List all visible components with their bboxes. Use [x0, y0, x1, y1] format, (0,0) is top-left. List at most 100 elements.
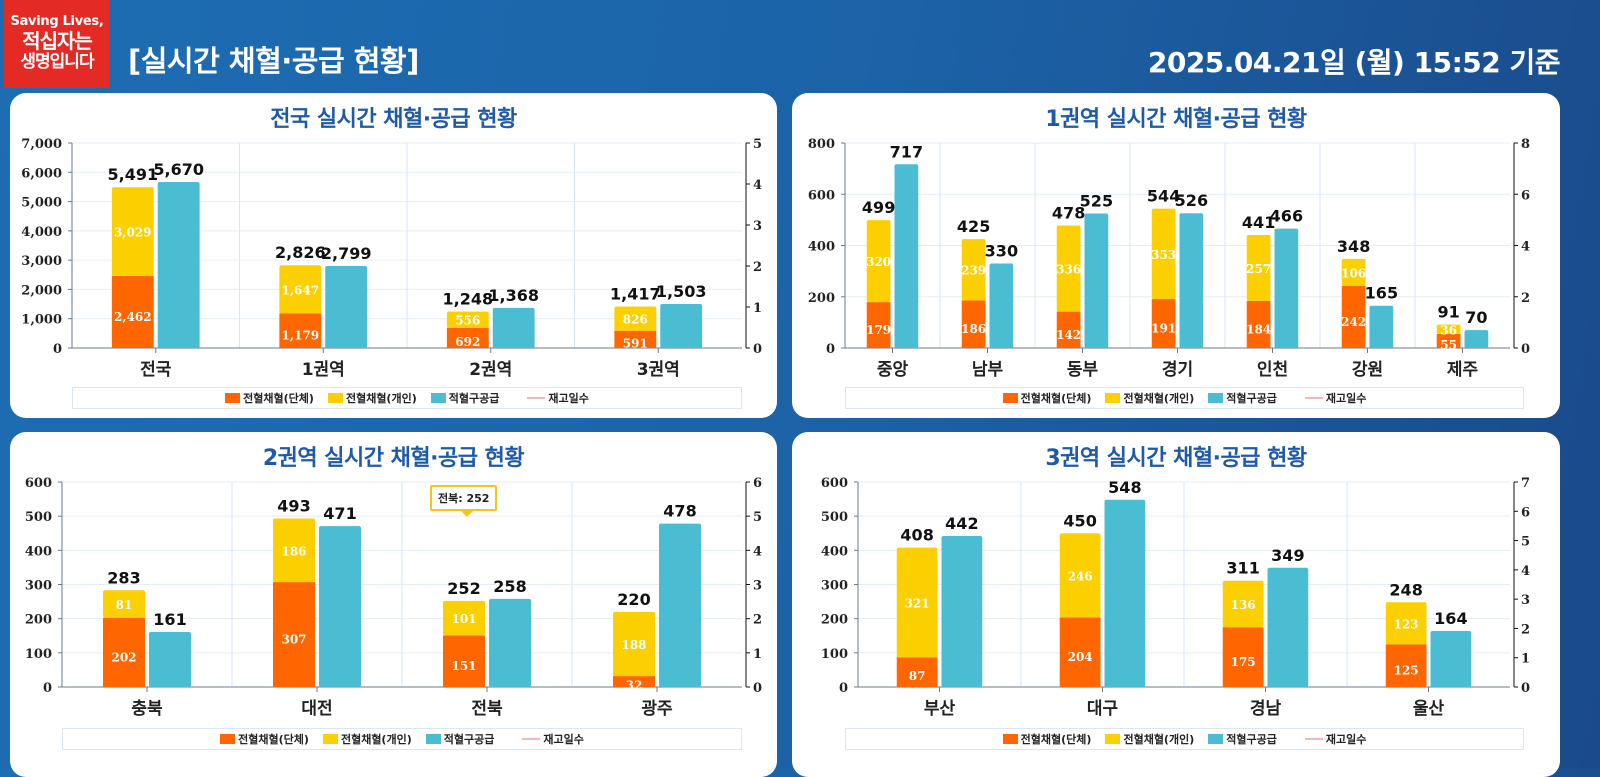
- data-label-individual: 101: [451, 612, 476, 626]
- bar-individual: [1385, 602, 1427, 645]
- data-label-supply: 548: [1108, 478, 1141, 497]
- data-label-supply: 466: [1270, 207, 1303, 226]
- bar-supply: [149, 631, 191, 687]
- data-label-individual: 257: [1246, 262, 1271, 276]
- legend-item-individual[interactable]: 전혈채혈(개인): [1105, 390, 1194, 406]
- data-label-total: 91: [1437, 303, 1459, 322]
- legend-item-supply[interactable]: 적혈구공급: [1208, 731, 1277, 747]
- data-label-group: 204: [1068, 650, 1093, 664]
- y-tick-label: 6,000: [21, 166, 62, 181]
- y2-tick-label: 5: [753, 510, 762, 525]
- bar-group: [103, 617, 145, 687]
- y2-tick-label: 1: [753, 647, 762, 662]
- data-label-group: 242: [1341, 315, 1366, 329]
- data-label-supply: 161: [153, 610, 186, 629]
- y2-tick-label: 2: [753, 260, 762, 275]
- y2-tick-label: 4: [1521, 240, 1530, 255]
- y-tick-label: 3,000: [21, 254, 62, 269]
- y-tick-label: 200: [821, 613, 848, 628]
- bar-group: [896, 657, 938, 687]
- bar-individual: [1246, 234, 1271, 301]
- bar-individual: [1341, 258, 1366, 286]
- y-tick-label: 500: [821, 510, 848, 525]
- legend-item-supply[interactable]: 적혈구공급: [430, 390, 499, 406]
- data-label-supply: 478: [663, 502, 696, 521]
- legend-swatch-individual: [1105, 734, 1121, 744]
- legend-swatch-group: [1002, 393, 1018, 403]
- bar-individual: [896, 547, 938, 658]
- chart-legend: 전혈채혈(단체) 전혈채혈(개인) 적혈구공급 재고일수: [845, 728, 1524, 750]
- data-label-group: 151: [451, 659, 476, 673]
- legend-item-supply[interactable]: 적혈구공급: [425, 731, 494, 747]
- x-category-label: 충북: [131, 699, 163, 719]
- data-label-supply: 5,670: [153, 160, 204, 179]
- legend-item-group[interactable]: 전혈채혈(단체): [225, 390, 314, 406]
- legend-item-stock-days[interactable]: 재고일수: [508, 731, 584, 747]
- tooltip: 전북: 252: [430, 485, 498, 517]
- legend-item-individual[interactable]: 전혈채혈(개인): [322, 731, 412, 747]
- x-category-label: 1권역: [302, 360, 345, 380]
- data-label-individual: 123: [1394, 617, 1419, 631]
- bar-group: [614, 330, 657, 348]
- data-label-total: 2,826: [275, 243, 326, 262]
- chart-legend: 전혈채혈(단체) 전혈채혈(개인) 적혈구공급 재고일수: [62, 728, 742, 750]
- data-label-supply: 1,503: [656, 282, 707, 301]
- data-label-total: 5,491: [108, 165, 159, 184]
- data-label-group: 175: [1231, 655, 1256, 669]
- panel-region2: 2권역 실시간 채혈·공급 현황 0 100 200 300 400 500 600 0 1 2 3…: [10, 432, 777, 777]
- x-category-label: 제주: [1447, 360, 1479, 380]
- legend-label: 전혈채혈(단체): [1020, 392, 1092, 405]
- data-label-total: 283: [107, 568, 140, 587]
- legend-line-stock-days: [1304, 738, 1323, 740]
- legend-item-group[interactable]: 전혈채혈(단체): [220, 731, 309, 747]
- legend-item-group[interactable]: 전혈채혈(단체): [1002, 731, 1092, 747]
- data-label-supply: 526: [1175, 191, 1208, 210]
- y2-tick-label: 6: [1521, 505, 1530, 520]
- page-title: [실시간 채혈·공급 현황]: [128, 44, 419, 78]
- bar-individual: [446, 311, 489, 328]
- panel-region3: 3권역 실시간 채혈·공급 현황 0 100 200 300 400 500 600 0 1 2 3…: [792, 432, 1560, 777]
- legend-label: 적혈구공급: [1226, 733, 1277, 746]
- legend-label: 전혈채혈(단체): [243, 392, 314, 405]
- data-label-supply: 349: [1271, 546, 1304, 565]
- data-label-total: 544: [1147, 187, 1180, 206]
- data-label-supply: 165: [1365, 284, 1398, 303]
- legend-item-individual[interactable]: 전혈채혈(개인): [1105, 731, 1194, 747]
- legend-item-supply[interactable]: 적혈구공급: [1208, 390, 1277, 406]
- legend-item-stock-days[interactable]: 재고일수: [1291, 390, 1366, 406]
- bar-individual: [866, 220, 891, 303]
- data-label-individual: 186: [281, 544, 306, 558]
- y-tick-label: 100: [821, 647, 848, 662]
- legend-label: 재고일수: [1325, 392, 1367, 405]
- bar-individual: [1436, 324, 1461, 334]
- logo-slogan-ko-1: 적십자는: [22, 29, 93, 54]
- bar-group: [1056, 311, 1081, 348]
- legend-label: 전혈채혈(개인): [1123, 392, 1195, 405]
- data-label-total: 499: [862, 198, 895, 217]
- data-label-group: 179: [866, 323, 891, 337]
- y-tick-label: 300: [821, 579, 848, 594]
- legend-swatch-supply: [1208, 393, 1224, 403]
- bar-supply: [1084, 213, 1109, 348]
- y2-tick-label: 1: [1521, 652, 1530, 667]
- bar-supply: [659, 523, 701, 687]
- legend-label: 전혈채혈(개인): [340, 733, 412, 746]
- y2-tick-label: 0: [753, 681, 762, 696]
- chart-region1: 0 200 400 600 800 0 2 4 6 8 179 320 499 717 중앙 186 239 42…: [808, 137, 1530, 380]
- data-label-total: 220: [617, 590, 650, 609]
- bar-individual: [273, 518, 315, 583]
- legend-item-group[interactable]: 전혈채혈(단체): [1002, 390, 1092, 406]
- legend-item-stock-days[interactable]: 재고일수: [513, 390, 589, 406]
- bar-group: [1341, 285, 1366, 348]
- legend-item-individual[interactable]: 전혈채혈(개인): [327, 390, 417, 406]
- data-label-total: 408: [900, 526, 933, 545]
- data-label-total: 1,248: [443, 289, 494, 308]
- panel-national: 전국 실시간 채혈·공급 현황 0 1,000 2,000 3,000 4,000 5,0…: [10, 93, 777, 418]
- bar-group: [446, 327, 489, 348]
- legend-item-stock-days[interactable]: 재고일수: [1291, 731, 1366, 747]
- x-category-label: 경기: [1162, 360, 1193, 380]
- legend-label: 전혈채혈(단체): [1020, 733, 1092, 746]
- legend-label: 재고일수: [1325, 733, 1367, 746]
- x-category-label: 전국: [140, 360, 172, 380]
- bar-individual: [961, 239, 986, 301]
